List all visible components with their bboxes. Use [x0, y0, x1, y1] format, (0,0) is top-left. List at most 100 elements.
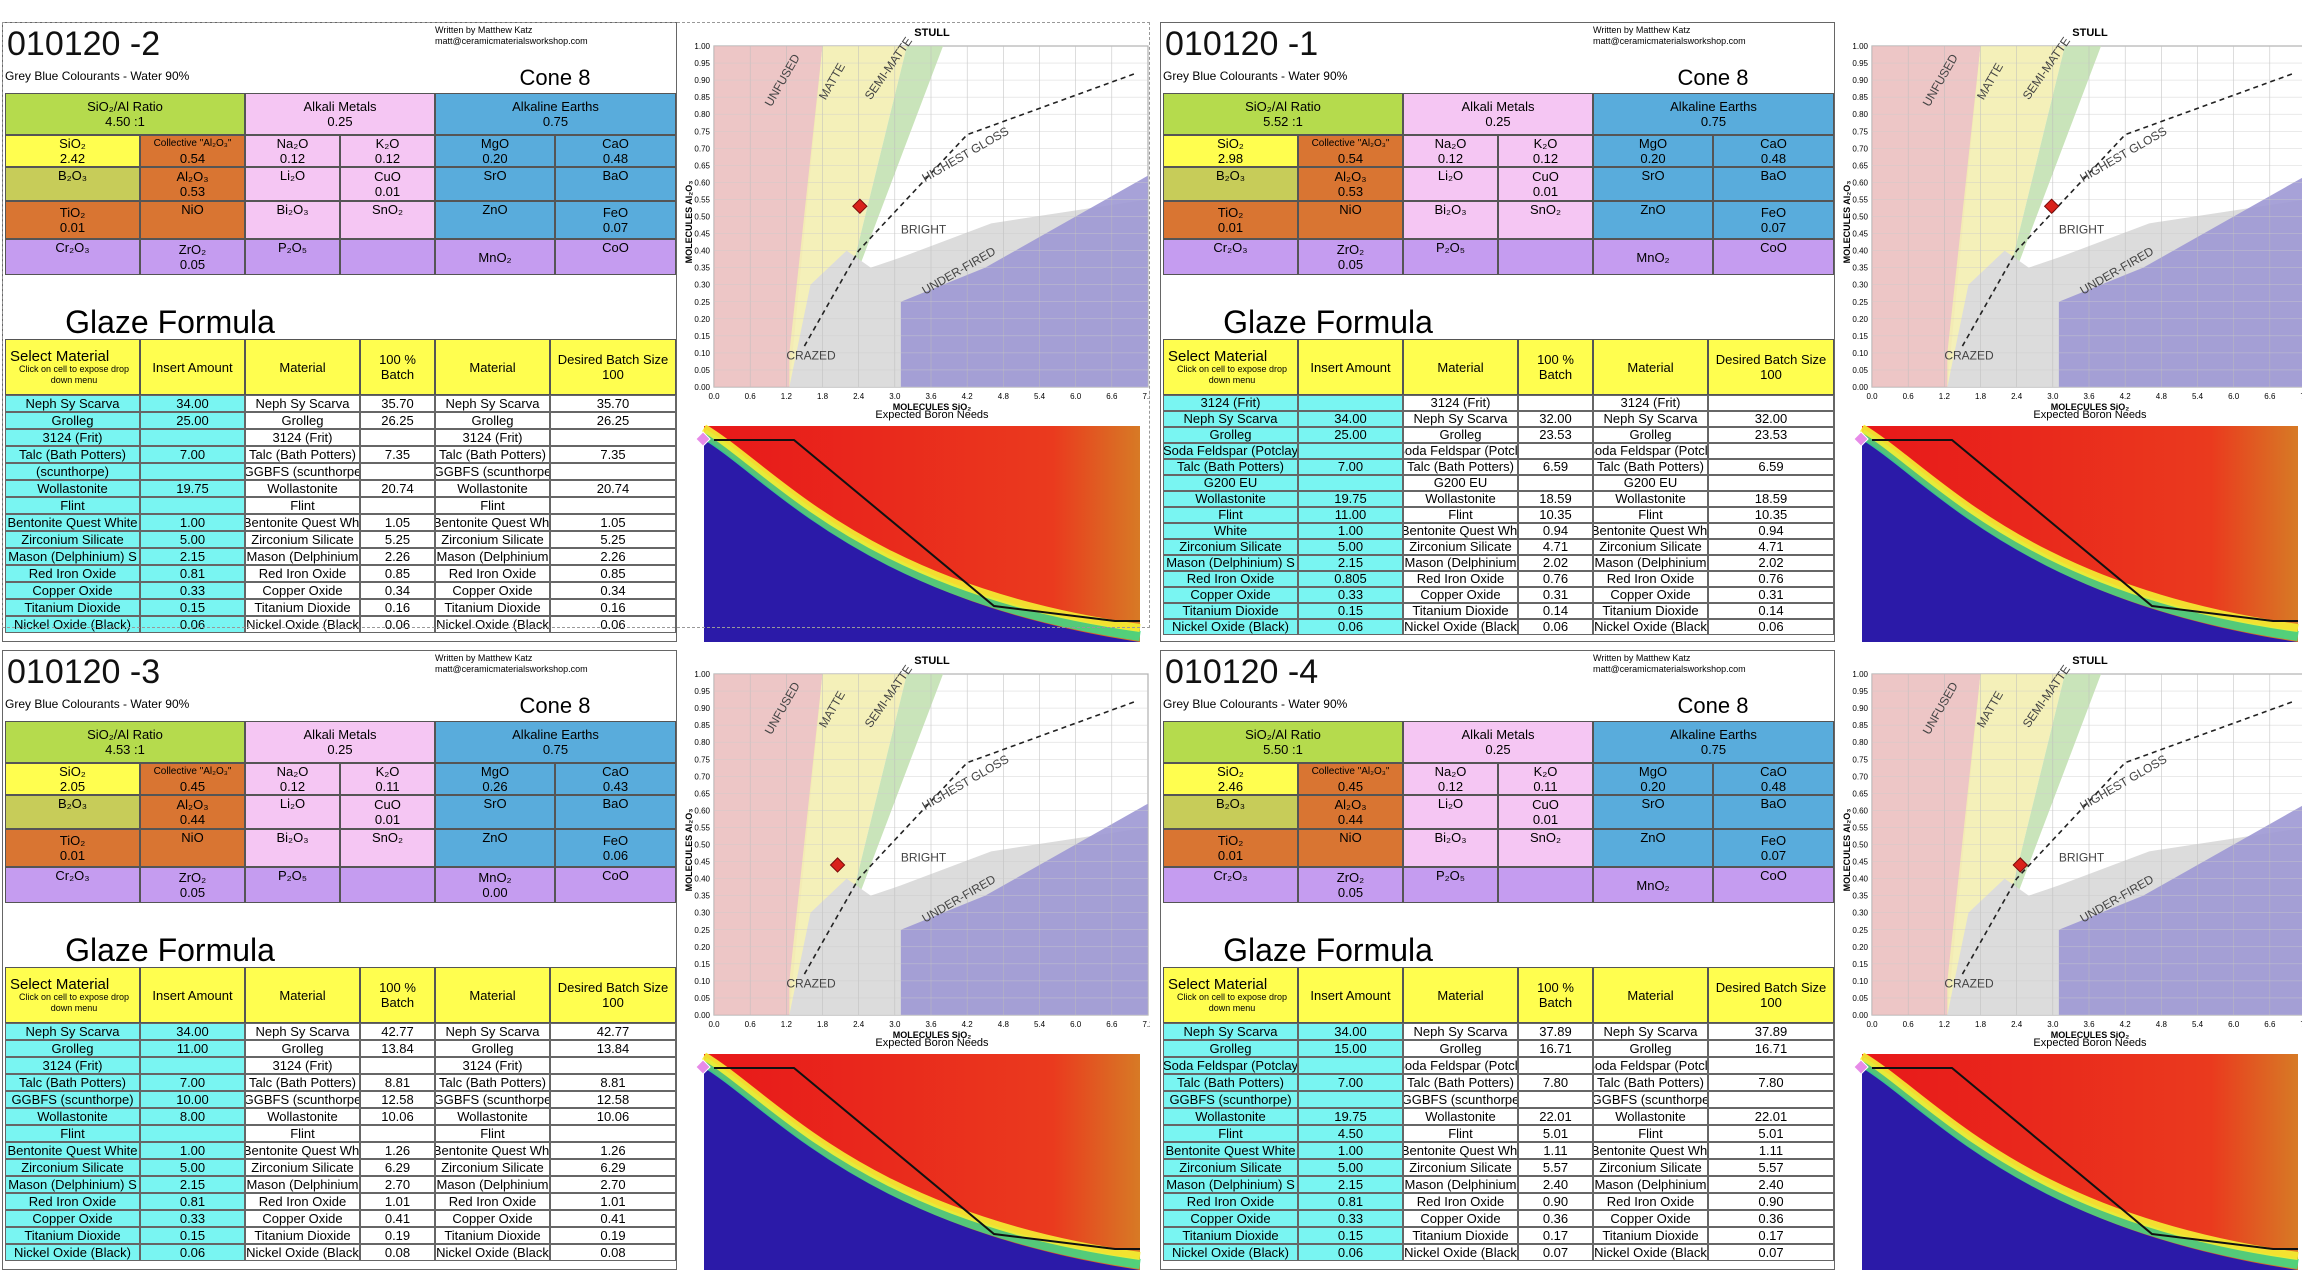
insert-amount-cell[interactable]: 0.15 [140, 599, 245, 616]
select-material-cell[interactable]: (scunthorpe) [5, 463, 140, 480]
select-material-cell[interactable]: Mason (Delphinium) S [1163, 555, 1298, 571]
select-material-cell[interactable]: Neph Sy Scarva [5, 395, 140, 412]
select-material-cell[interactable]: Talc (Bath Potters) [5, 446, 140, 463]
insert-amount-cell[interactable]: 0.81 [140, 565, 245, 582]
select-material-cell[interactable]: GGBFS (scunthorpe) [1163, 1091, 1298, 1108]
select-material-cell[interactable]: Nickel Oxide (Black) [1163, 619, 1298, 635]
select-material-cell[interactable]: Nickel Oxide (Black) [1163, 1244, 1298, 1261]
select-material-cell[interactable]: Copper Oxide [1163, 1210, 1298, 1227]
select-material-cell[interactable]: Titanium Dioxide [1163, 603, 1298, 619]
select-material-cell[interactable]: Titanium Dioxide [5, 599, 140, 616]
insert-amount-cell[interactable]: 2.15 [140, 548, 245, 565]
insert-amount-cell[interactable] [140, 1125, 245, 1142]
insert-amount-cell[interactable] [1298, 1057, 1403, 1074]
select-material-cell[interactable]: Titanium Dioxide [1163, 1227, 1298, 1244]
select-material-cell[interactable]: Zirconium Silicate [5, 1159, 140, 1176]
insert-amount-cell[interactable]: 2.15 [1298, 555, 1403, 571]
insert-amount-cell[interactable]: 4.50 [1298, 1125, 1403, 1142]
select-material-cell[interactable]: Grolleg [5, 1040, 140, 1057]
select-material-cell[interactable]: Red Iron Oxide [1163, 571, 1298, 587]
select-material-cell[interactable]: Wollastonite [1163, 491, 1298, 507]
desired-value[interactable]: 100 [602, 367, 624, 382]
insert-amount-cell[interactable] [1298, 1091, 1403, 1108]
insert-amount-cell[interactable]: 11.00 [1298, 507, 1403, 523]
select-material-cell[interactable]: Mason (Delphinium) S [5, 548, 140, 565]
select-material-cell[interactable]: 3124 (Frit) [5, 429, 140, 446]
select-material-cell[interactable]: Neph Sy Scarva [1163, 411, 1298, 427]
insert-amount-cell[interactable]: 7.00 [140, 446, 245, 463]
insert-amount-cell[interactable]: 34.00 [1298, 411, 1403, 427]
insert-amount-cell[interactable]: 0.06 [1298, 1244, 1403, 1261]
insert-amount-cell[interactable]: 0.06 [140, 1244, 245, 1261]
insert-amount-cell[interactable]: 11.00 [140, 1040, 245, 1057]
select-material-cell[interactable]: White [1163, 523, 1298, 539]
insert-amount-cell[interactable]: 15.00 [1298, 1040, 1403, 1057]
select-material-cell[interactable]: 3124 (Frit) [1163, 395, 1298, 411]
select-material-cell[interactable]: Red Iron Oxide [5, 1193, 140, 1210]
select-material-cell[interactable]: Neph Sy Scarva [1163, 1023, 1298, 1040]
select-material-cell[interactable]: Soda Feldspar (Potclay [1163, 443, 1298, 459]
insert-amount-cell[interactable]: 34.00 [140, 395, 245, 412]
desired-value[interactable]: 100 [1760, 367, 1782, 382]
select-material-cell[interactable]: Zirconium Silicate [1163, 1159, 1298, 1176]
insert-amount-cell[interactable]: 2.15 [1298, 1176, 1403, 1193]
insert-amount-cell[interactable]: 0.15 [1298, 1227, 1403, 1244]
select-material-cell[interactable]: Copper Oxide [5, 1210, 140, 1227]
insert-amount-cell[interactable]: 5.00 [140, 1159, 245, 1176]
insert-amount-cell[interactable]: 34.00 [1298, 1023, 1403, 1040]
select-material-cell[interactable]: Soda Feldspar (Potclay [1163, 1057, 1298, 1074]
select-material-cell[interactable]: Wollastonite [5, 480, 140, 497]
select-material-cell[interactable]: Neph Sy Scarva [5, 1023, 140, 1040]
select-material-cell[interactable]: Flint [1163, 507, 1298, 523]
insert-amount-cell[interactable]: 19.75 [1298, 1108, 1403, 1125]
insert-amount-cell[interactable]: 0.81 [140, 1193, 245, 1210]
select-material-cell[interactable]: Grolleg [5, 412, 140, 429]
select-material-cell[interactable]: Talc (Bath Potters) [1163, 1074, 1298, 1091]
insert-amount-cell[interactable]: 1.00 [140, 1142, 245, 1159]
insert-amount-cell[interactable]: 7.00 [1298, 1074, 1403, 1091]
select-material-cell[interactable]: Mason (Delphinium) S [1163, 1176, 1298, 1193]
insert-amount-cell[interactable]: 2.15 [140, 1176, 245, 1193]
select-material-cell[interactable]: Wollastonite [5, 1108, 140, 1125]
insert-amount-cell[interactable]: 1.00 [1298, 523, 1403, 539]
insert-amount-cell[interactable]: 25.00 [1298, 427, 1403, 443]
select-material-cell[interactable]: Copper Oxide [1163, 587, 1298, 603]
insert-amount-cell[interactable]: 0.06 [140, 616, 245, 633]
select-material-cell[interactable]: Zirconium Silicate [1163, 539, 1298, 555]
select-material-cell[interactable]: Copper Oxide [5, 582, 140, 599]
insert-amount-cell[interactable]: 34.00 [140, 1023, 245, 1040]
insert-amount-cell[interactable]: 5.00 [1298, 1159, 1403, 1176]
select-material-cell[interactable]: Mason (Delphinium) S [5, 1176, 140, 1193]
insert-amount-cell[interactable]: 0.06 [1298, 619, 1403, 635]
select-material-cell[interactable]: Flint [1163, 1125, 1298, 1142]
select-material-cell[interactable]: Titanium Dioxide [5, 1227, 140, 1244]
insert-amount-cell[interactable]: 19.75 [140, 480, 245, 497]
select-material-cell[interactable]: Nickel Oxide (Black) [5, 616, 140, 633]
insert-amount-cell[interactable] [140, 429, 245, 446]
insert-amount-cell[interactable]: 0.805 [1298, 571, 1403, 587]
insert-amount-cell[interactable]: 0.15 [1298, 603, 1403, 619]
insert-amount-cell[interactable]: 0.33 [1298, 587, 1403, 603]
select-material-cell[interactable]: GGBFS (scunthorpe) [5, 1091, 140, 1108]
select-material-cell[interactable]: Red Iron Oxide [5, 565, 140, 582]
select-material-cell[interactable]: Wollastonite [1163, 1108, 1298, 1125]
insert-amount-cell[interactable] [1298, 443, 1403, 459]
select-material-cell[interactable]: Bentonite Quest White [5, 1142, 140, 1159]
select-material-cell[interactable]: Grolleg [1163, 427, 1298, 443]
insert-amount-cell[interactable]: 7.00 [1298, 459, 1403, 475]
insert-amount-cell[interactable]: 7.00 [140, 1074, 245, 1091]
select-material-cell[interactable]: Bentonite Quest White [1163, 1142, 1298, 1159]
select-material-cell[interactable]: Grolleg [1163, 1040, 1298, 1057]
insert-amount-cell[interactable]: 25.00 [140, 412, 245, 429]
insert-amount-cell[interactable]: 8.00 [140, 1108, 245, 1125]
select-material-cell[interactable]: Zirconium Silicate [5, 531, 140, 548]
insert-amount-cell[interactable]: 1.00 [140, 514, 245, 531]
insert-amount-cell[interactable]: 19.75 [1298, 491, 1403, 507]
select-material-cell[interactable]: Talc (Bath Potters) [5, 1074, 140, 1091]
select-material-cell[interactable]: Flint [5, 1125, 140, 1142]
select-material-cell[interactable]: Flint [5, 497, 140, 514]
insert-amount-cell[interactable] [140, 463, 245, 480]
select-material-cell[interactable]: Bentonite Quest White [5, 514, 140, 531]
insert-amount-cell[interactable]: 10.00 [140, 1091, 245, 1108]
desired-value[interactable]: 100 [602, 995, 624, 1010]
